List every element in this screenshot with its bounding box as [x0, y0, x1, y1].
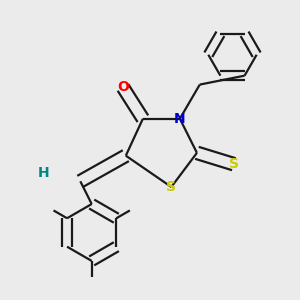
Text: H: H — [38, 166, 49, 180]
Text: O: O — [117, 80, 129, 94]
Text: S: S — [229, 157, 239, 171]
Text: S: S — [166, 180, 176, 194]
Text: N: N — [174, 112, 186, 126]
